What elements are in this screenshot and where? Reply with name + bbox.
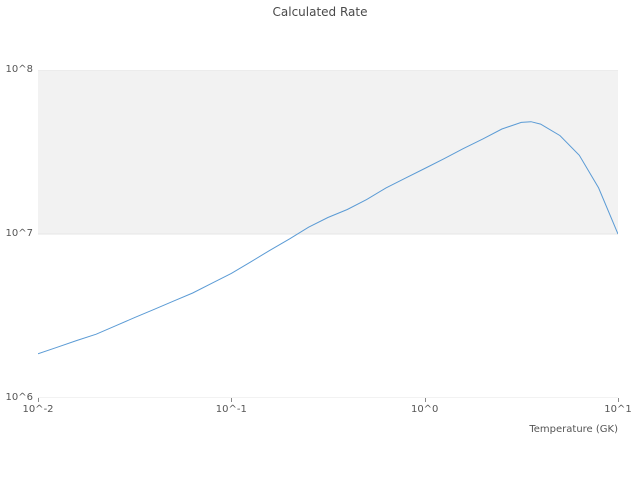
y-tick-label: 10^7: [5, 228, 33, 239]
rate-line-series: [38, 121, 618, 355]
rate-curve-svg: [38, 70, 618, 398]
y-tick-label: 10^8: [5, 64, 33, 75]
x-tick-label: 10^-1: [215, 404, 247, 415]
y-tick-label: 10^6: [5, 392, 33, 403]
x-tick-label: 10^0: [410, 404, 439, 415]
x-tick-label: 10^-2: [22, 404, 54, 415]
x-axis-title: Temperature (GK): [529, 424, 618, 435]
x-tick-label: 10^1: [604, 404, 632, 415]
gridlines: [38, 70, 618, 398]
x-tick-mark: [38, 398, 39, 402]
plot-area: [38, 70, 618, 398]
y-axis-labels: 10^6 10^7 10^8: [0, 0, 33, 480]
x-tick-mark: [231, 398, 233, 402]
shaded-band: [38, 70, 618, 234]
chart-title: Calculated Rate: [272, 5, 368, 19]
x-tick-mark: [424, 398, 426, 402]
x-tick-mark: [618, 398, 619, 402]
